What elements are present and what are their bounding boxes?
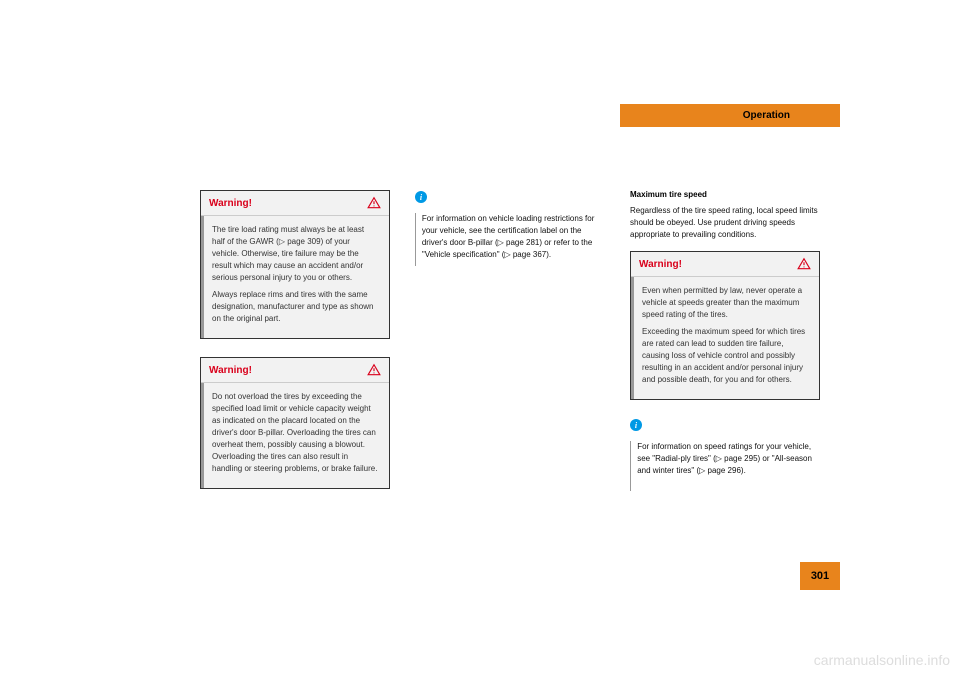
info-block: i: [630, 418, 820, 431]
warning-header: Warning!: [201, 191, 389, 216]
warning-body: Do not overload the tires by exceeding t…: [201, 383, 387, 488]
watermark: carmanualsonline.info: [814, 652, 950, 668]
info-block: i: [415, 190, 605, 203]
body-text: Regardless of the tire speed rating, loc…: [630, 205, 820, 241]
info-bar: [630, 441, 631, 491]
warning-text: Even when permitted by law, never operat…: [642, 285, 809, 321]
page-number: 301: [800, 562, 840, 590]
warning-box-1: Warning! The tire load rating must alway…: [200, 190, 390, 339]
warning-title: Warning!: [639, 259, 682, 270]
warning-triangle-icon: [797, 257, 811, 271]
column-3: Maximum tire speed Regardless of the tir…: [630, 190, 820, 491]
warning-box-3: Warning! Even when permitted by law, nev…: [630, 251, 820, 400]
warning-body: The tire load rating must always be at l…: [201, 216, 387, 338]
warning-title: Warning!: [209, 198, 252, 209]
column-1: Warning! The tire load rating must alway…: [200, 190, 390, 507]
section-title: Operation: [743, 110, 820, 121]
info-text: For information on vehicle loading restr…: [422, 213, 605, 266]
warning-box-2: Warning! Do not overload the tires by ex…: [200, 357, 390, 489]
warning-header: Warning!: [631, 252, 819, 277]
column-2: i For information on vehicle loading res…: [415, 190, 605, 266]
info-bar: [415, 213, 416, 266]
warning-text: Always replace rims and tires with the s…: [212, 289, 379, 325]
info-icon: i: [415, 191, 427, 203]
warning-header: Warning!: [201, 358, 389, 383]
warning-text: Exceeding the maximum speed for which ti…: [642, 326, 809, 386]
warning-body: Even when permitted by law, never operat…: [631, 277, 817, 399]
info-text: For information on speed ratings for you…: [637, 441, 820, 491]
subsection-title: Maximum tire speed: [630, 190, 820, 199]
warning-triangle-icon: [367, 363, 381, 377]
warning-title: Warning!: [209, 365, 252, 376]
warning-triangle-icon: [367, 196, 381, 210]
section-tab: Operation: [620, 104, 840, 127]
manual-page: Operation Warning! The tire load rating …: [170, 60, 790, 620]
info-icon: i: [630, 419, 642, 431]
warning-text: The tire load rating must always be at l…: [212, 224, 379, 284]
warning-text: Do not overload the tires by exceeding t…: [212, 391, 379, 475]
